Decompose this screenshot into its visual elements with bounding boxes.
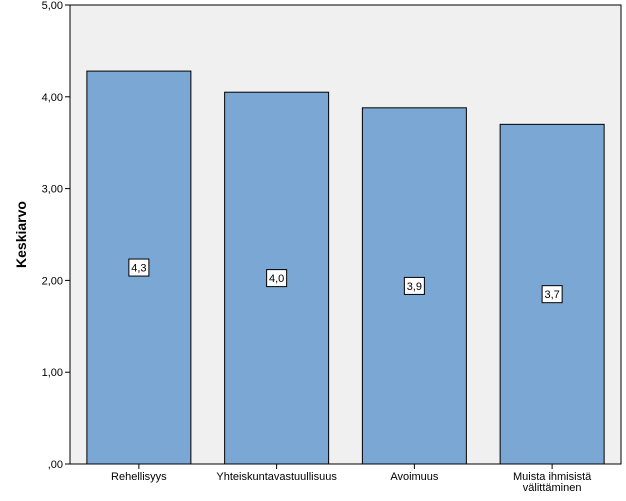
y-tick-label: 5,00 [42,0,63,12]
x-tick-label: Muista ihmisistä välittäminen [513,471,592,494]
data-label-box [403,276,425,295]
x-axis: Rehellisyys Yhteiskuntavastuullisuus Avoim… [111,464,592,494]
y-axis-title: Keskiarvo [13,201,29,268]
y-tick-label: 3,00 [42,184,63,196]
x-tick-label: Yhteiskuntavastuullisuus [216,471,337,483]
data-label: 4,3 [131,263,146,275]
data-labels: 4,3 4,0 3,9 3,7 [128,258,563,304]
y-axis: ,00 1,00 2,00 3,00 4,00 5,00 [42,0,71,471]
y-tick-label: 1,00 [42,367,63,379]
data-label-box [266,269,288,288]
x-tick-label: Rehellisyys [111,471,167,483]
data-label-box [541,285,563,304]
y-tick-label: 2,00 [42,275,63,287]
bars [86,70,605,465]
y-tick-label: ,00 [48,459,63,471]
y-tick-label: 4,00 [42,92,63,104]
data-label-box [128,258,150,277]
x-tick-label: Avoimuus [390,471,439,483]
data-label: 3,9 [407,281,422,293]
data-label: 4,0 [269,273,284,285]
data-label: 3,7 [544,289,559,301]
